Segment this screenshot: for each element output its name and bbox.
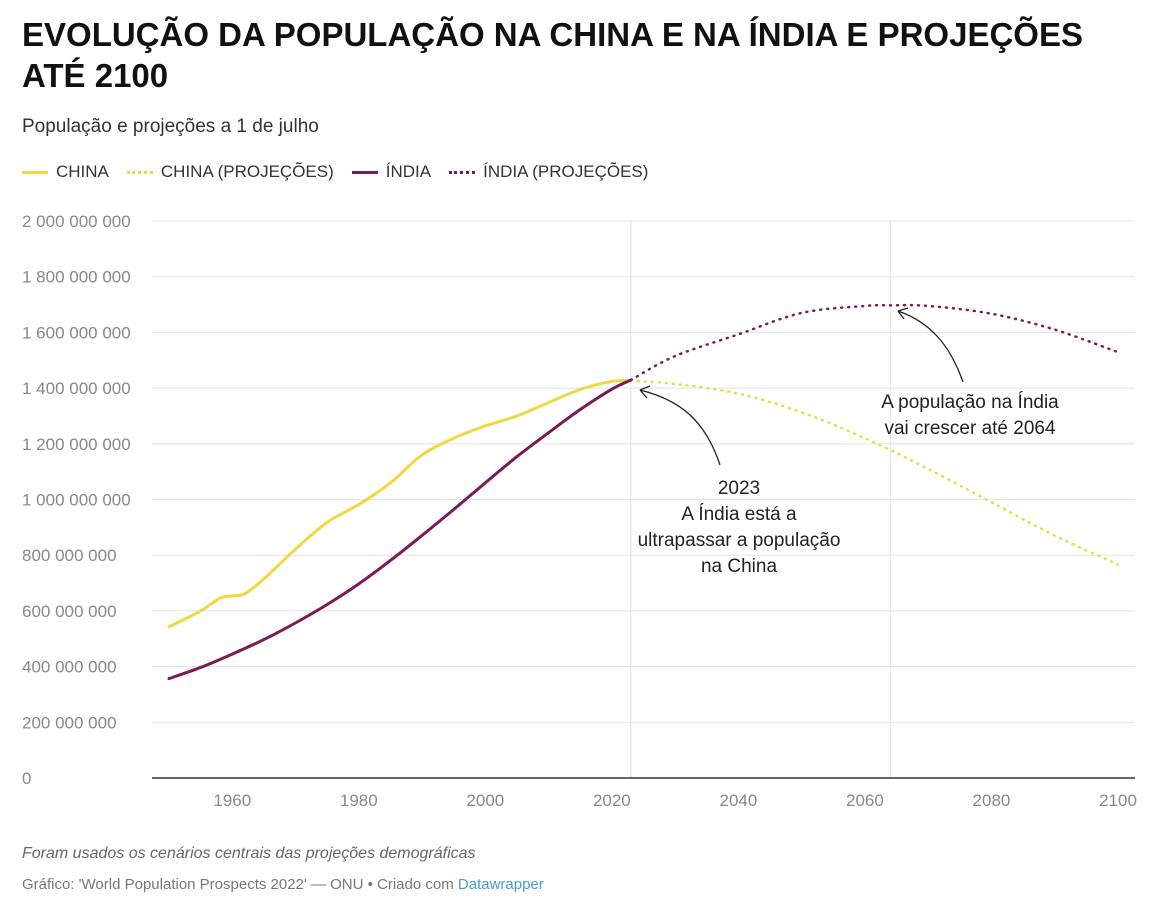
x-tick-label: 2060 (846, 791, 884, 810)
x-tick-label: 2080 (973, 791, 1011, 810)
y-tick-label: 2 000 000 000 (22, 212, 131, 231)
x-tick-label: 1960 (213, 791, 251, 810)
legend-item-china: CHINA (22, 162, 109, 182)
chart-title: EVOLUÇÃO DA POPULAÇÃO NA CHINA E NA ÍNDI… (22, 16, 1083, 94)
annotation-text: vai crescer até 2064 (884, 418, 1056, 439)
chart-subtitle: População e projeções a 1 de julho (22, 116, 319, 137)
x-tick-label: 2000 (466, 791, 504, 810)
y-tick-label: 1 200 000 000 (22, 435, 131, 454)
y-tick-label: 600 000 000 (22, 602, 117, 621)
y-tick-label: 0 (22, 769, 31, 788)
legend-swatch (351, 170, 378, 174)
legend-item-india-projections: ÍNDIA (PROJEÇÕES) (449, 162, 648, 182)
y-tick-label: 1 000 000 000 (22, 491, 131, 510)
series-line-china (167, 379, 633, 629)
y-tick-label: 1 600 000 000 (22, 323, 131, 342)
legend: CHINA CHINA (PROJEÇÕES) ÍNDIA ÍNDIA (PRO… (22, 162, 648, 182)
legend-item-china-projections: CHINA (PROJEÇÕES) (126, 162, 334, 182)
annotation-arrow (639, 389, 721, 466)
y-tick-label: 1 400 000 000 (22, 379, 131, 398)
series-line-índia (167, 378, 633, 681)
legend-label: ÍNDIA (385, 162, 432, 181)
x-tick-label: 2100 (1099, 791, 1137, 810)
x-tick-label: 2020 (593, 791, 631, 810)
legend-item-india: ÍNDIA (351, 162, 432, 182)
y-tick-label: 400 000 000 (22, 658, 117, 677)
annotation-text: A população na Índia (881, 392, 1059, 413)
annotation-text: ultrapassar a população (638, 530, 841, 551)
footnote: Foram usados os cenários centrais das pr… (22, 845, 476, 862)
annotation-text: na China (701, 556, 777, 577)
x-tick-label: 2040 (719, 791, 757, 810)
annotation-text: A Índia está a (681, 504, 797, 525)
annotation-arrow (897, 310, 964, 383)
y-tick-label: 200 000 000 (22, 713, 117, 732)
legend-swatch (126, 170, 153, 174)
legend-label: CHINA (PROJEÇÕES) (160, 162, 334, 181)
arrowhead-icon (639, 385, 651, 399)
legend-swatch (449, 170, 476, 174)
source-line: Gráfico: 'World Population Prospects 202… (22, 876, 544, 893)
legend-swatch (22, 170, 48, 174)
legend-label: ÍNDIA (PROJEÇÕES) (483, 162, 649, 181)
y-tick-label: 1 800 000 000 (22, 268, 131, 287)
annotation-text: 2023 (718, 478, 760, 499)
source-text: Gráfico: 'World Population Prospects 202… (22, 876, 458, 893)
y-tick-label: 800 000 000 (22, 546, 117, 565)
series-line-índia-projeções- (629, 303, 1120, 382)
datawrapper-link[interactable]: Datawrapper (457, 876, 544, 893)
arrowhead-icon (897, 307, 909, 320)
legend-label: CHINA (56, 162, 109, 181)
x-tick-label: 1980 (340, 791, 378, 810)
